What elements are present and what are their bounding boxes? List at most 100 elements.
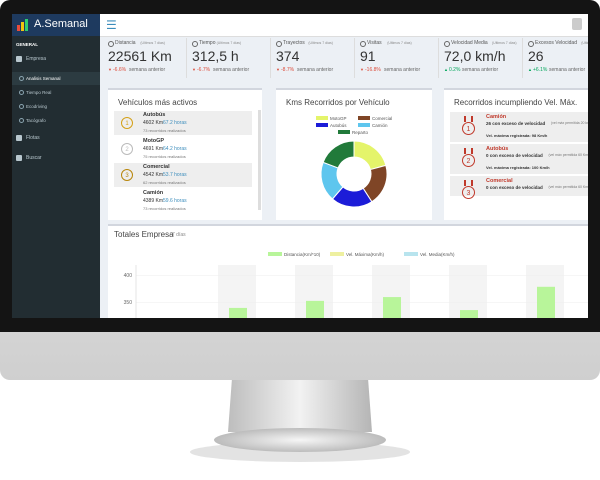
logo-bar: A.Semanal bbox=[12, 14, 100, 36]
vehicle-name: Camión bbox=[486, 114, 507, 120]
bar bbox=[460, 310, 478, 318]
speeding-panel: Recorridos incumpliendo Vel. Máx. 1 Camión… bbox=[444, 88, 588, 220]
row-bg bbox=[114, 111, 252, 135]
kpi-change: -16.8% bbox=[365, 67, 381, 73]
kpi-arrow: ▼ bbox=[108, 67, 112, 72]
screen: A.Semanal ☰ Distancia (Ultimos 7 días) 225… bbox=[12, 14, 588, 318]
menu-toggle[interactable]: ☰ bbox=[106, 18, 117, 32]
donut-slice bbox=[322, 140, 355, 169]
sidebar-item[interactable]: Buscar bbox=[26, 155, 42, 161]
stand-base bbox=[214, 428, 386, 452]
kpi-value: 26 bbox=[528, 48, 544, 64]
active-row bbox=[12, 72, 100, 85]
vehicle-trips: 62 recorridos realizados bbox=[143, 180, 186, 185]
legend-label: MotoGP bbox=[330, 116, 347, 121]
bar bbox=[537, 286, 555, 318]
sidebar-icon bbox=[16, 56, 22, 62]
sidebar-icon bbox=[16, 155, 22, 161]
panel-title: Kms Recorridos por Vehículo bbox=[286, 98, 390, 107]
legend-swatch bbox=[316, 123, 328, 127]
vehicle-name: Autobús bbox=[143, 112, 166, 118]
kpi-note: semana anterior bbox=[384, 67, 421, 73]
legend-label: Comercial bbox=[372, 116, 392, 121]
legend-label: Distancia(Km/*10) bbox=[284, 252, 321, 257]
vehicle-hours: 64.2 horas bbox=[163, 146, 187, 152]
sidebar-item[interactable]: Empresa bbox=[26, 56, 47, 62]
kpi-note: semana anterior bbox=[129, 67, 166, 73]
kpi-label: Trayectos bbox=[283, 40, 305, 46]
legend-swatch bbox=[338, 130, 350, 134]
kpi-label: Velocidad Media bbox=[451, 40, 488, 46]
brand: A.Semanal bbox=[34, 18, 88, 30]
kpi-period: (Ultimos 7 días) bbox=[216, 41, 242, 45]
kpi-arrow: ▼ bbox=[360, 67, 364, 72]
legend-label: Reparto bbox=[352, 130, 369, 135]
kpi-label: Excesos Velocidad bbox=[535, 40, 577, 46]
vehicle-name: Comercial bbox=[486, 178, 513, 184]
user-avatar[interactable] bbox=[572, 18, 582, 30]
sidebar-section: GENERAL bbox=[16, 42, 39, 47]
kpi-period: (Ultimos 7 días) bbox=[140, 41, 165, 45]
kpi-arrow: ▼ bbox=[192, 67, 196, 72]
kpi-note: semana anterior bbox=[213, 67, 250, 73]
speeding-limit: (vel máx permitida 20 km/h) bbox=[551, 121, 588, 125]
kpi-value: 374 bbox=[276, 48, 300, 64]
kpi-value: 312,5 h bbox=[192, 48, 239, 64]
kpi-icon bbox=[444, 41, 450, 47]
sidebar-item[interactable]: Ecodriving bbox=[26, 104, 48, 109]
sidebar-item[interactable]: Tiempo Real bbox=[26, 90, 52, 95]
bar bbox=[306, 300, 324, 318]
kpi-value: 22561 Km bbox=[108, 48, 172, 64]
vehicle-km: 4542 Km bbox=[143, 172, 164, 178]
row-bg bbox=[114, 163, 252, 187]
vehicle-name: MotoGP bbox=[143, 138, 165, 144]
medal: 3 bbox=[121, 169, 133, 181]
kpi-period: (Ultimos 7 días) bbox=[387, 41, 412, 45]
ribbon bbox=[464, 116, 473, 122]
medal: 2 bbox=[121, 143, 133, 155]
ribbon bbox=[464, 180, 473, 186]
sidebar-item[interactable]: Flotas bbox=[26, 135, 40, 141]
kpi-period: (Ultimos 7 días) bbox=[308, 41, 333, 45]
sidebar-icon bbox=[19, 104, 24, 109]
panel-subtitle: 7 días bbox=[172, 232, 186, 238]
kpi-change: -6.7% bbox=[197, 67, 211, 73]
sidebar-icon bbox=[16, 135, 22, 141]
legend-swatch bbox=[316, 116, 328, 120]
sidebar-icon bbox=[19, 76, 24, 81]
kpi-period: (Ultimos 7 días) bbox=[581, 41, 588, 45]
legend-swatch bbox=[268, 252, 282, 256]
kpi-icon bbox=[276, 41, 282, 47]
sidebar-item[interactable]: Tacógrafo bbox=[26, 118, 46, 123]
kpi-divider bbox=[186, 38, 187, 78]
speeding-limit: (vel máx permitida 60 Km/h) bbox=[548, 185, 589, 189]
scrollbar[interactable] bbox=[258, 110, 261, 210]
bar bbox=[229, 307, 247, 318]
day-band bbox=[449, 265, 487, 318]
donut-panel: Kms Recorridos por Vehículo MotoGP Comerc… bbox=[276, 88, 432, 220]
kpi-icon bbox=[360, 41, 366, 47]
y-tick-label: 400 bbox=[124, 273, 133, 279]
medal: 1 bbox=[121, 117, 133, 129]
kpi-arrow: ▲ bbox=[528, 67, 532, 72]
speeding-count: 0 con exceso de velocidad bbox=[486, 185, 543, 190]
stand-neck bbox=[228, 378, 372, 432]
kpi-icon bbox=[192, 41, 198, 47]
speeding-count: 0 con exceso de velocidad bbox=[486, 153, 543, 158]
legend-label: Vel. Máxima(Km/h) bbox=[346, 252, 385, 257]
panel-title: Recorridos incumpliendo Vel. Máx. bbox=[454, 98, 578, 107]
kpi-value: 72,0 km/h bbox=[444, 48, 506, 64]
vehicle-name: Camión bbox=[143, 190, 164, 196]
vehicle-trips: 73 recorridos realizados bbox=[143, 128, 186, 133]
kpi-change: -8.7% bbox=[281, 67, 295, 73]
sidebar bbox=[12, 14, 100, 318]
kpi-icon bbox=[528, 41, 534, 47]
rank-badge: 2 bbox=[462, 154, 475, 167]
sidebar-item[interactable]: Analisis Semanal bbox=[26, 76, 61, 81]
kpi-change: -6.6% bbox=[113, 67, 127, 73]
sidebar-icon bbox=[19, 90, 24, 95]
legend-label: Camión bbox=[372, 123, 388, 128]
vehicle-km: 4691 Km bbox=[143, 146, 164, 152]
kpi-label: Tiempo bbox=[199, 40, 216, 46]
